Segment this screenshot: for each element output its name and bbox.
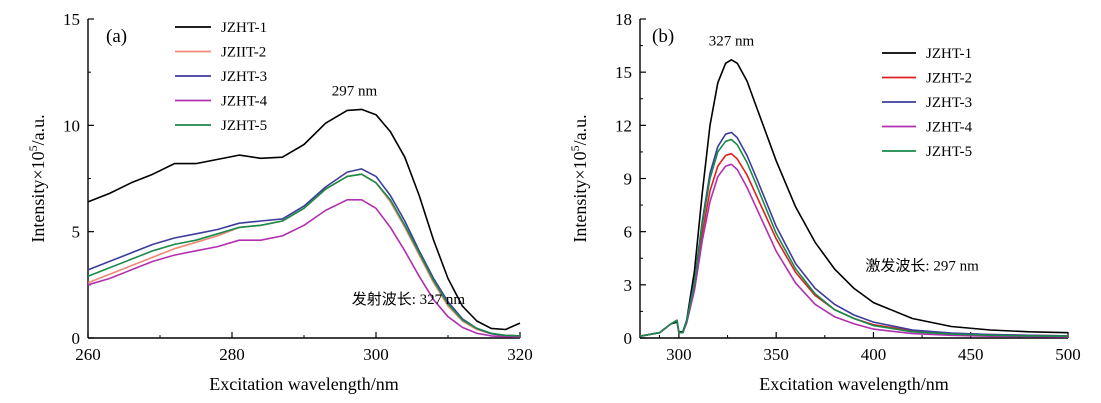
legend-label: JZHT-2 — [926, 71, 972, 87]
legend-label: JZHT-5 — [926, 144, 972, 160]
annotation: 327 nm — [709, 34, 755, 50]
x-tick-label: 260 — [75, 345, 101, 364]
y-tick-label: 15 — [615, 63, 632, 82]
legend-label: JZHT-1 — [221, 20, 267, 36]
series-line-jzht-1 — [639, 58, 1069, 337]
x-tick-label: 300 — [363, 345, 389, 364]
chart-panel-a: 260 280 300 320 0 5 10 15 Excitation wavelength/… — [26, 10, 533, 394]
legend-label: JZHT-3 — [926, 95, 972, 111]
annotation: 发射波长: 327 nm — [352, 291, 466, 308]
series-line-jzht-1 — [87, 108, 521, 331]
x-tick-label: 280 — [219, 345, 245, 364]
x-tick-label: 300 — [666, 345, 692, 364]
series-line-jzht-4 — [639, 163, 1069, 338]
y-tick-label: 9 — [624, 170, 633, 189]
series-line-jzht-4 — [87, 199, 521, 338]
x-axis-label: Excitation wavelength/nm — [759, 374, 948, 394]
x-tick-label: 450 — [958, 345, 984, 364]
y-tick-label: 18 — [615, 10, 632, 29]
x-tick-label: 350 — [763, 345, 789, 364]
legend-label: JZHT-1 — [926, 46, 972, 62]
legend-label: JZHT-5 — [221, 118, 267, 134]
annotation: 297 nm — [332, 84, 378, 100]
panel-label: (b) — [652, 26, 674, 47]
y-tick-label: 12 — [615, 116, 632, 135]
y-tick-label: 10 — [63, 116, 80, 135]
y-axis-label: Intensity×105/a.u. — [568, 114, 590, 242]
y-tick-label: 3 — [624, 276, 633, 295]
y-tick-label: 0 — [72, 329, 81, 348]
panel-label: (a) — [106, 26, 127, 47]
x-tick-label: 500 — [1055, 345, 1081, 364]
y-axis-label: Intensity×105/a.u. — [26, 114, 48, 242]
series-line-jzht-5 — [87, 173, 521, 337]
x-axis-label: Excitation wavelength/nm — [209, 374, 398, 394]
y-tick-label: 5 — [72, 223, 81, 242]
legend-label: JZIIT-2 — [221, 45, 266, 61]
legend-label: JZHT-3 — [221, 69, 267, 85]
series-line-jzht-5 — [639, 138, 1069, 337]
annotation: 激发波长: 297 nm — [865, 258, 979, 275]
chart-panel-b: 300 350 400 450 500 0 3 6 9 12 15 18 Excitation wave… — [568, 10, 1081, 394]
legend-label: JZHT-4 — [221, 94, 268, 110]
y-tick-label: 0 — [624, 329, 633, 348]
x-tick-label: 320 — [507, 345, 533, 364]
y-tick-label: 15 — [63, 10, 80, 29]
x-tick-label: 400 — [861, 345, 887, 364]
y-tick-label: 6 — [624, 223, 633, 242]
legend-label: JZHT-4 — [926, 120, 973, 136]
